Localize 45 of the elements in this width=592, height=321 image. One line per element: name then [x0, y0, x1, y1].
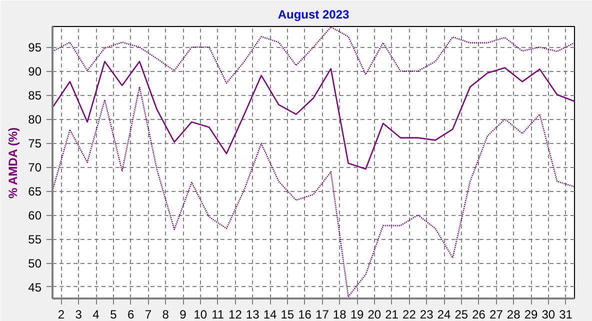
x-tick-label: 20 [368, 308, 382, 321]
chart-title: August 2023 [278, 8, 350, 22]
x-tick-label: 12 [228, 308, 242, 321]
x-tick-label: 26 [472, 308, 486, 321]
x-tick-label: 10 [194, 308, 208, 321]
x-tick-label: 15 [280, 308, 294, 321]
y-tick-label: 90 [28, 64, 42, 79]
line-series [52, 26, 574, 84]
line-series [52, 60, 574, 170]
x-tick-label: 9 [180, 308, 187, 321]
y-tick-label: 65 [28, 184, 42, 199]
x-tick-label: 8 [162, 308, 170, 321]
y-tick-label: 70 [28, 160, 42, 175]
x-tick-label: 22 [402, 308, 416, 321]
y-axis-title: % AMDA (%) [6, 127, 20, 198]
x-tick-label: 29 [524, 308, 538, 321]
x-tick-label: 16 [298, 308, 312, 321]
x-tick-label: 24 [437, 308, 451, 321]
x-tick-label: 31 [559, 308, 573, 321]
x-tick-label: 11 [212, 308, 224, 321]
x-tick-label: 25 [454, 308, 468, 321]
x-tick-label: 2 [58, 308, 65, 321]
y-tick-label: 50 [28, 256, 42, 270]
y-tick-label: 95 [28, 40, 42, 55]
x-tick-label: 13 [246, 308, 260, 321]
y-tick-label: 55 [28, 232, 42, 247]
x-tick-label: 3 [75, 308, 82, 321]
x-tick-label: 28 [506, 308, 521, 321]
x-tick-label: 19 [350, 308, 364, 321]
y-tick-label: 45 [28, 280, 42, 294]
x-tick-label: 18 [332, 308, 347, 321]
x-tick-label: 5 [110, 308, 118, 321]
x-tick-label: 6 [127, 308, 134, 321]
x-tick-label: 17 [316, 308, 330, 321]
y-tick-label: 80 [28, 112, 42, 127]
y-tick-label: 85 [28, 88, 42, 103]
x-tick-label: 7 [144, 308, 152, 321]
y-tick-label: 75 [28, 136, 42, 151]
x-tick-label: 27 [490, 308, 504, 321]
x-tick-label: 14 [263, 308, 277, 321]
x-tick-label: 23 [420, 308, 434, 321]
y-tick-label: 60 [28, 208, 42, 223]
x-tick-label: 30 [542, 308, 556, 321]
x-tick-label: 21 [385, 308, 399, 321]
x-tick-label: 4 [92, 308, 100, 321]
